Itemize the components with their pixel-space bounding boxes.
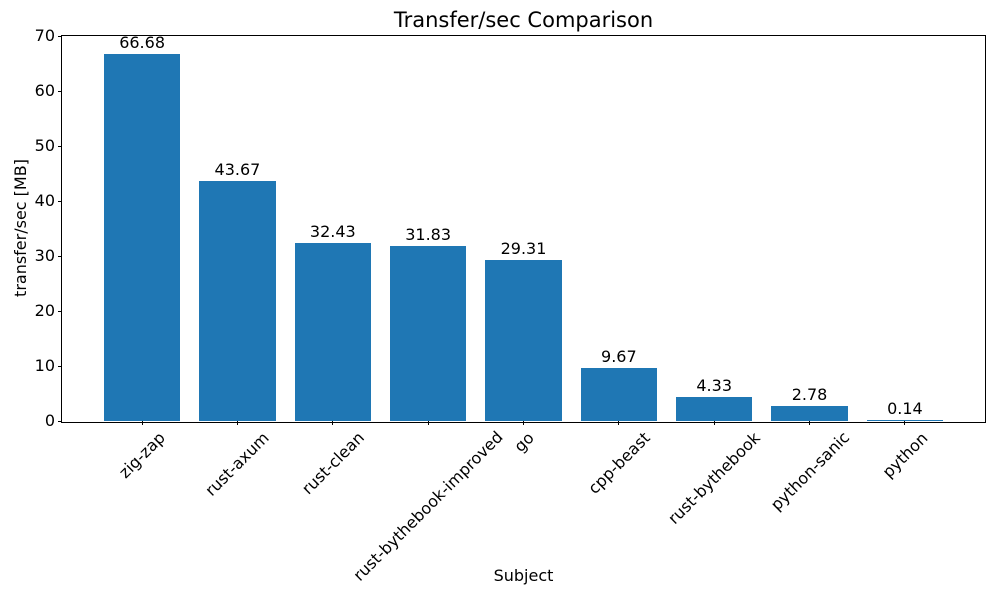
bar — [676, 397, 753, 421]
x-axis-label: Subject — [493, 566, 554, 585]
y-tick-label: 60 — [34, 81, 55, 100]
bar — [771, 405, 848, 421]
x-tick — [427, 421, 429, 425]
bar-value-label: 0.14 — [887, 399, 923, 419]
bar-value-label: 29.31 — [500, 238, 547, 258]
x-tick — [332, 421, 334, 425]
y-tick-label: 40 — [34, 191, 55, 210]
x-tick-label: python — [878, 428, 932, 482]
y-tick — [58, 145, 62, 147]
y-tick — [58, 420, 62, 422]
y-axis-label: transfer/sec [MB] — [11, 159, 30, 297]
y-tick-label: 50 — [34, 136, 55, 155]
bar — [103, 54, 181, 421]
x-tick-label: rust-bythebook — [664, 427, 765, 528]
bar — [866, 419, 944, 421]
x-tick-label: zig-zap — [115, 427, 170, 482]
bar — [580, 367, 657, 421]
bar-value-label: 9.67 — [601, 346, 637, 366]
x-tick-label: go — [509, 428, 538, 456]
y-tick — [58, 365, 62, 367]
x-tick-label: rust-clean — [297, 427, 368, 499]
bar-value-label: 66.68 — [119, 33, 165, 53]
y-tick-label: 10 — [34, 356, 55, 375]
bar — [485, 259, 562, 421]
x-tick-label: python-sanic — [766, 427, 853, 515]
x-tick — [904, 421, 906, 425]
y-tick-label: 0 — [44, 411, 55, 430]
bar-value-label: 2.78 — [791, 384, 828, 404]
y-tick — [58, 255, 62, 257]
y-tick — [58, 200, 62, 202]
x-tick — [141, 421, 143, 425]
x-tick-label: rust-axum — [201, 427, 274, 500]
x-tick — [713, 421, 715, 425]
bar-value-label: 43.67 — [214, 159, 261, 179]
bar — [199, 180, 276, 421]
bar-value-label: 31.83 — [405, 224, 452, 244]
x-tick-label: rust-bythebook-improved — [349, 427, 507, 586]
bar-value-label: 32.43 — [309, 221, 356, 241]
y-tick-label: 20 — [34, 301, 55, 320]
y-tick — [58, 35, 62, 37]
x-tick — [236, 421, 238, 425]
x-tick — [523, 421, 524, 425]
x-tick — [618, 421, 620, 425]
y-tick — [58, 310, 62, 312]
bar-value-label: 4.33 — [696, 376, 732, 396]
x-tick — [809, 421, 811, 425]
bar — [294, 242, 371, 421]
y-tick-label: 30 — [34, 246, 55, 265]
y-tick-label: 70 — [34, 26, 55, 45]
y-tick — [58, 90, 62, 92]
bar — [390, 245, 467, 421]
chart-title: Transfer/sec Comparison — [393, 8, 654, 32]
x-tick-label: cpp-beast — [584, 427, 654, 498]
